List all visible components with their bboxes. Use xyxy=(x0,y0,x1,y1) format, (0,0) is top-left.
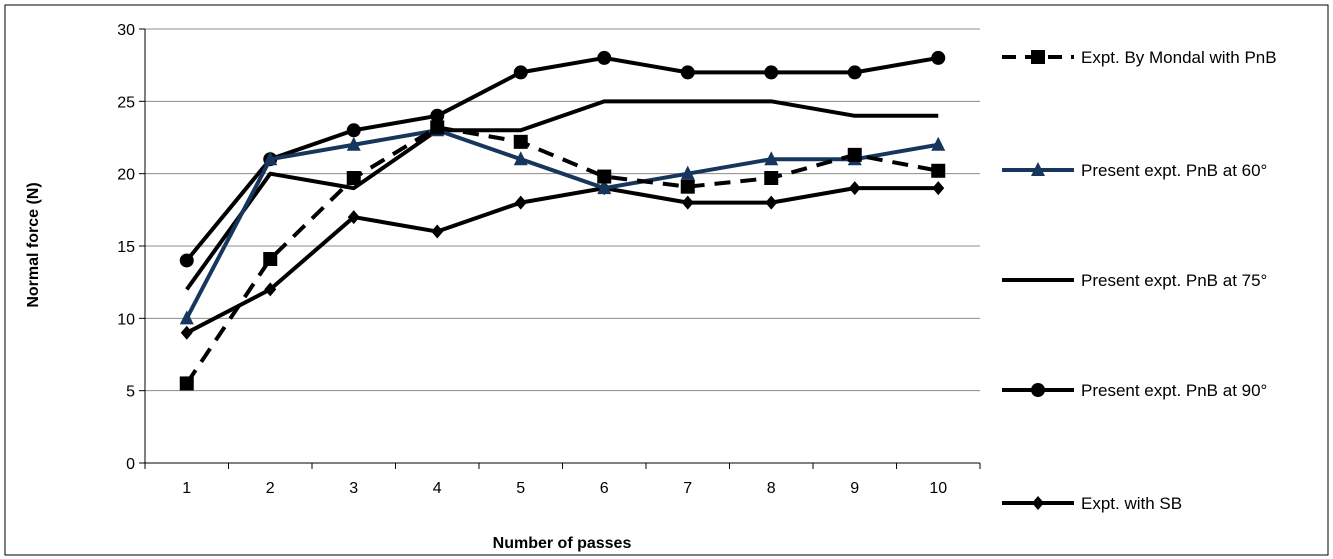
series-expt-by-mondal-with-pnb xyxy=(179,120,946,391)
data-point xyxy=(346,136,361,151)
data-point xyxy=(179,253,194,268)
x-tick-label: 2 xyxy=(266,480,275,497)
data-point xyxy=(263,151,278,166)
series-line xyxy=(185,125,939,385)
legend: Expt. By Mondal with PnB Present expt. Pn… xyxy=(1002,48,1277,513)
series-line xyxy=(185,55,939,262)
series-present-expt-pnb-at-75 xyxy=(185,99,939,291)
legend-marker xyxy=(1031,162,1045,176)
series-present-expt-pnb-at-60 xyxy=(179,122,946,325)
x-tick-label: 8 xyxy=(767,480,776,497)
series-layer xyxy=(179,50,946,391)
series-line xyxy=(184,128,939,320)
x-axis-title: Number of passes xyxy=(493,535,632,552)
data-point xyxy=(680,165,695,180)
data-point xyxy=(513,151,528,166)
x-tick-label: 10 xyxy=(929,480,947,497)
data-point xyxy=(347,210,360,225)
data-point xyxy=(513,134,528,149)
x-tick-label: 5 xyxy=(516,480,525,497)
data-point xyxy=(597,180,612,195)
data-point xyxy=(931,50,946,65)
data-point xyxy=(264,282,277,297)
data-point xyxy=(180,325,193,340)
data-point xyxy=(847,147,862,162)
data-point xyxy=(764,65,779,80)
y-tick-label: 15 xyxy=(117,239,135,256)
data-point xyxy=(931,163,946,178)
y-axis-title: Normal force (N) xyxy=(25,182,42,307)
series-line xyxy=(185,186,939,335)
data-point xyxy=(179,376,194,391)
data-point xyxy=(680,179,695,194)
data-point xyxy=(931,136,946,151)
x-tick-label: 7 xyxy=(683,480,692,497)
series-present-expt-pnb-at-90 xyxy=(179,50,946,268)
data-point xyxy=(681,195,694,210)
legend-label: Present expt. PnB at 90° xyxy=(1081,381,1267,400)
data-point xyxy=(597,169,612,184)
axes xyxy=(144,29,981,469)
data-point xyxy=(848,181,861,196)
data-point xyxy=(765,195,778,210)
legend-label: Present expt. PnB at 60° xyxy=(1081,161,1267,180)
data-point xyxy=(764,171,779,186)
data-point xyxy=(346,171,361,186)
legend-item-present-expt-pnb-at-90: Present expt. PnB at 90° xyxy=(1002,381,1267,400)
x-tick-label: 6 xyxy=(600,480,609,497)
data-point xyxy=(263,252,278,267)
data-point xyxy=(764,151,779,166)
y-tick-label: 25 xyxy=(117,94,135,111)
legend-item-present-expt-pnb-at-75: Present expt. PnB at 75° xyxy=(1002,271,1267,290)
legend-item-expt-with-sb: Expt. with SB xyxy=(1002,494,1182,513)
data-point xyxy=(179,310,194,325)
legend-marker xyxy=(1032,496,1044,510)
data-point xyxy=(430,120,445,135)
legend-marker xyxy=(1031,50,1045,64)
legend-item-expt-by-mondal-with-pnb: Expt. By Mondal with PnB xyxy=(1002,48,1277,67)
data-point xyxy=(431,224,444,239)
legend-label: Expt. with SB xyxy=(1081,494,1182,513)
series-expt-with-sb xyxy=(180,181,945,340)
x-tick-label: 4 xyxy=(433,480,442,497)
x-tick-labels: 1 2 3 4 5 6 7 8 9 10 xyxy=(182,480,947,497)
data-point xyxy=(514,195,527,210)
data-point xyxy=(932,181,945,196)
y-tick-labels: 0 5 10 15 20 25 30 xyxy=(117,22,135,473)
x-tick-label: 9 xyxy=(850,480,859,497)
x-tick-label: 3 xyxy=(349,480,358,497)
y-tick-label: 30 xyxy=(117,22,135,39)
data-point xyxy=(847,65,862,80)
data-point xyxy=(597,50,612,65)
x-tick-label: 1 xyxy=(182,480,191,497)
data-point xyxy=(346,123,361,138)
legend-item-present-expt-pnb-at-60: Present expt. PnB at 60° xyxy=(1002,161,1267,180)
y-tick-label: 5 xyxy=(126,384,135,401)
data-point xyxy=(513,65,528,80)
series-line xyxy=(185,99,939,291)
data-point xyxy=(430,108,445,123)
legend-label: Expt. By Mondal with PnB xyxy=(1081,48,1277,67)
legend-marker xyxy=(1031,383,1045,397)
y-tick-label: 0 xyxy=(126,456,135,473)
y-tick-label: 20 xyxy=(117,167,135,184)
y-tick-label: 10 xyxy=(117,311,135,328)
data-point xyxy=(680,65,695,80)
legend-label: Present expt. PnB at 75° xyxy=(1081,271,1267,290)
